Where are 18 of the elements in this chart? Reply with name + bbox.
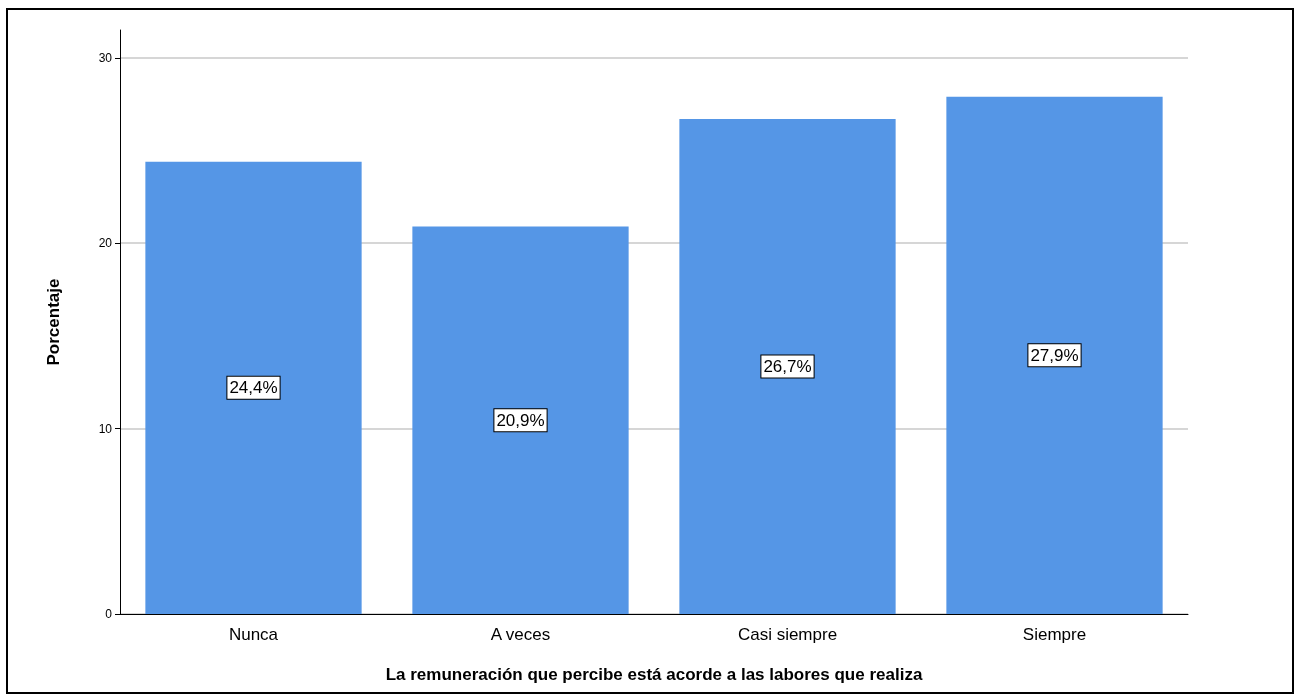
- x-tick-label: Nunca: [228, 625, 279, 644]
- x-tick-label: Siempre: [1022, 625, 1087, 644]
- y-axis-title: Porcentaje: [44, 278, 63, 366]
- bar: [412, 226, 629, 614]
- bar: [679, 118, 896, 614]
- y-tick-label: 10: [98, 421, 113, 436]
- x-tick-label: A veces: [490, 625, 551, 644]
- y-tick-label: 20: [98, 236, 113, 251]
- bar: [145, 161, 362, 614]
- y-tick-label: 30: [98, 50, 113, 65]
- x-tick-label: Casi siempre: [737, 625, 838, 644]
- x-axis-title: La remuneración que percibe está acorde a las labores que realiza: [385, 665, 923, 684]
- y-tick-label: 0: [105, 607, 113, 621]
- data-label: 27,9%: [1030, 345, 1079, 365]
- data-label: 26,7%: [763, 357, 812, 376]
- data-label: 24,4%: [229, 378, 278, 398]
- bar: [946, 96, 1163, 614]
- data-label: 20,9%: [496, 410, 545, 430]
